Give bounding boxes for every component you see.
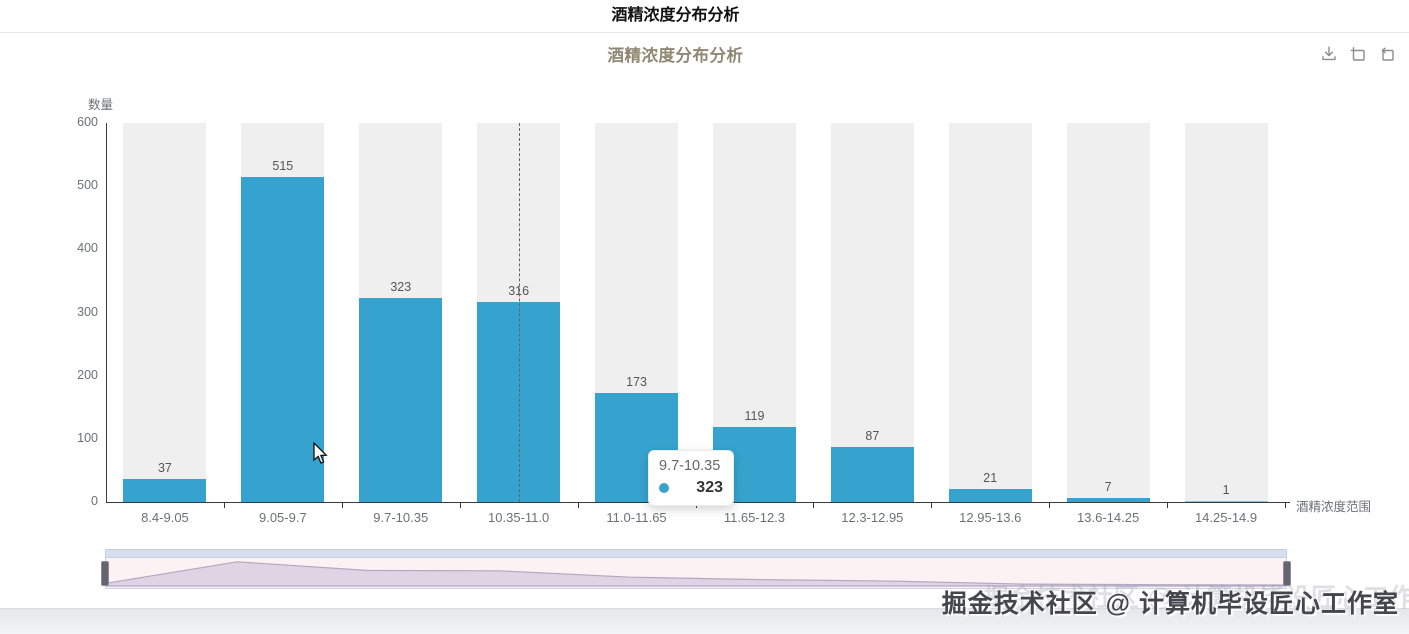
x-axis-tick-mark <box>459 503 461 508</box>
page-header: 酒精浓度分布分析 <box>0 0 1409 33</box>
bar-value-label: 515 <box>272 158 294 173</box>
x-axis-tick-label: 9.7-10.35 <box>373 510 429 525</box>
restore-icon[interactable] <box>1377 44 1397 64</box>
y-axis-tick-label: 100 <box>77 430 98 445</box>
y-axis-tick-label: 600 <box>77 115 98 129</box>
y-axis-tick-label: 0 <box>91 494 98 508</box>
bar-background-column <box>1184 123 1268 502</box>
page-bottom-strip <box>0 608 1409 634</box>
x-axis-tick-label: 11.65-12.3 <box>723 510 786 525</box>
watermark: 掘金技术社区 @ 计算机毕设匠心工作室 <box>941 590 1399 618</box>
bar-background-column <box>1066 123 1150 502</box>
x-axis-tick-mark <box>1049 503 1051 508</box>
x-axis-tick-mark <box>813 503 815 508</box>
bar[interactable] <box>1066 497 1150 502</box>
datazoom-slider <box>101 549 1291 590</box>
y-axis-tick-label: 500 <box>77 178 98 193</box>
x-axis-tick-label: 13.6-14.25 <box>1077 510 1140 525</box>
y-axis-title: 数量 <box>88 98 114 112</box>
bar-value-label: 21 <box>983 470 998 485</box>
bar[interactable] <box>241 176 325 502</box>
bar[interactable] <box>1184 500 1268 502</box>
watermark-ghost: 掘金技术社区 @ 计算机毕设匠心工作室 <box>983 584 1409 612</box>
bar-value-label: 7 <box>1104 479 1112 494</box>
bar-value-label: 173 <box>626 374 647 389</box>
x-axis-tick-mark <box>1167 503 1169 508</box>
x-axis-tick-mark <box>931 503 933 508</box>
datazoom-move-handle[interactable] <box>105 549 1287 558</box>
x-axis-tick-mark <box>577 503 579 508</box>
bar-background-column <box>948 123 1032 502</box>
x-axis-tick-label: 12.95-13.6 <box>959 510 1022 525</box>
bar-value-label: 87 <box>865 429 880 444</box>
chart-tooltip: 9.7-10.35 323 <box>648 450 734 506</box>
tooltip-category-label: 9.7-10.35 <box>659 458 721 474</box>
x-axis-tick-label: 8.4-9.05 <box>141 510 189 525</box>
bar[interactable] <box>123 478 207 502</box>
x-axis-tick-mark <box>1285 503 1286 508</box>
chart-title: 酒精浓度分布分析 <box>607 47 744 65</box>
tooltip-value: 323 <box>696 479 723 496</box>
datazoom-right-handle[interactable] <box>1283 561 1291 586</box>
datazoom-data-shadow <box>106 561 1286 587</box>
y-axis-tick-label: 300 <box>77 304 98 319</box>
series-marker-dot-icon <box>659 483 669 493</box>
x-axis-tick-label: 12.3-12.95 <box>841 510 904 525</box>
y-axis-tick-label: 200 <box>77 367 98 382</box>
x-axis-tick-mark <box>341 503 343 508</box>
bar[interactable] <box>948 488 1032 502</box>
datazoom-left-handle[interactable] <box>101 561 109 586</box>
bar-background-column <box>123 123 207 502</box>
bar-value-label: 119 <box>744 408 765 423</box>
bar[interactable] <box>359 297 443 502</box>
x-axis-tick-label: 11.0-11.65 <box>606 510 667 525</box>
x-axis-title: 酒精浓度范围 <box>1296 500 1372 514</box>
x-axis-tick-label: 9.05-9.7 <box>258 510 307 525</box>
bar[interactable] <box>830 447 914 502</box>
tooltip-axis-pointer-line <box>518 123 520 502</box>
page-title: 酒精浓度分布分析 <box>611 7 740 24</box>
datazoom-track[interactable] <box>105 558 1287 589</box>
bar-background-column <box>830 123 914 502</box>
chart-toolbox <box>1319 44 1397 64</box>
x-axis-tick-label: 10.35-11.0 <box>488 510 550 525</box>
y-axis-line <box>106 123 107 503</box>
y-axis-tick-label: 400 <box>77 241 98 256</box>
bar-value-label: 316 <box>508 284 530 299</box>
mouse-cursor-icon <box>313 441 331 471</box>
bar-value-label: 1 <box>1222 482 1230 497</box>
marquee-zoom-icon[interactable] <box>1348 44 1368 64</box>
save-image-download-icon[interactable] <box>1319 44 1339 64</box>
chart-card: 酒精浓度分布分析 数量 0 100 200 300 400 500 600 37 8.4-9.0… <box>0 34 1409 608</box>
x-axis-tick-label: 14.25-14.9 <box>1194 510 1258 525</box>
x-axis-tick-mark <box>223 503 225 508</box>
bar-value-label: 37 <box>157 460 172 475</box>
bar-value-label: 323 <box>390 279 412 294</box>
